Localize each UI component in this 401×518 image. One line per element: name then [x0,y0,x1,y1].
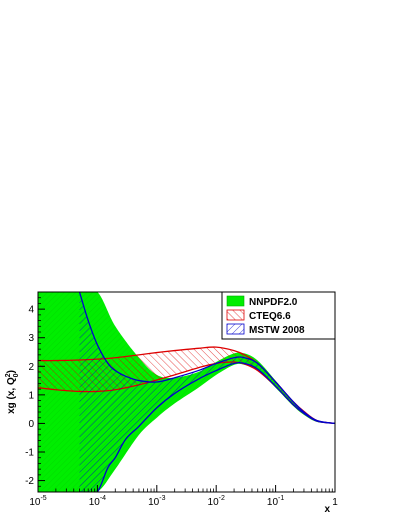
y-axis-label-close: ) [6,370,17,373]
y-tick-label: -2 [25,476,34,487]
x-tick-exp: -5 [40,495,46,502]
y-tick-label: 3 [28,333,34,344]
x-axis-label: x [324,504,330,515]
x-tick-exp: -3 [159,495,165,502]
y-tick-label: 0 [28,419,34,430]
y-axis-label-sup: 2 [5,373,12,377]
x-tick-base: 10 [89,497,101,508]
y-tick-label: -1 [25,448,34,459]
legend-swatch-mstw [226,323,245,335]
x-tick-label: 10-1 [267,495,284,508]
x-tick-label: 10-5 [29,495,46,508]
legend-label-mstw: MSTW 2008 [249,325,305,336]
x-tick-base: 10 [29,497,41,508]
y-tick-label: 1 [28,390,34,401]
legend-label-cteq: CTEQ6.6 [249,311,291,322]
x-axis: 10-5 10-4 10-3 10-2 10-1 1 [29,485,338,508]
x-tick-label: 10-4 [89,495,106,508]
x-tick-base: 1 [332,497,338,508]
y-tick-label: 4 [28,305,34,316]
x-tick-label: 10-2 [208,495,225,508]
x-tick-label: 1 [332,497,338,508]
x-tick-exp: -2 [219,495,225,502]
edge-lower-mstw [79,361,335,492]
x-tick-exp: -4 [100,495,106,502]
x-tick-base: 10 [208,497,220,508]
legend-swatch-nnpdf [226,295,245,307]
y-axis-label-main: xg (x, Q [6,377,17,414]
edge-upper-mstw [78,292,335,425]
y-axis-label: xg (x, Q20) [5,370,20,414]
x-tick-label: 10-3 [148,495,165,508]
legend: NNPDF2.0 CTEQ6.6 MSTW 2008 [221,291,336,340]
legend-label-nnpdf: NNPDF2.0 [249,297,298,308]
x-tick-base: 10 [148,497,160,508]
legend-swatch-cteq [226,309,245,321]
y-tick-label: 2 [28,362,34,373]
y-axis: -2 -1 0 1 2 3 4 [25,291,45,493]
y-axis-label-sub: 0 [13,373,20,377]
x-tick-base: 10 [267,497,279,508]
x-tick-exp: -1 [278,495,284,502]
band-cteq [38,347,335,424]
plot-frame [37,291,336,493]
